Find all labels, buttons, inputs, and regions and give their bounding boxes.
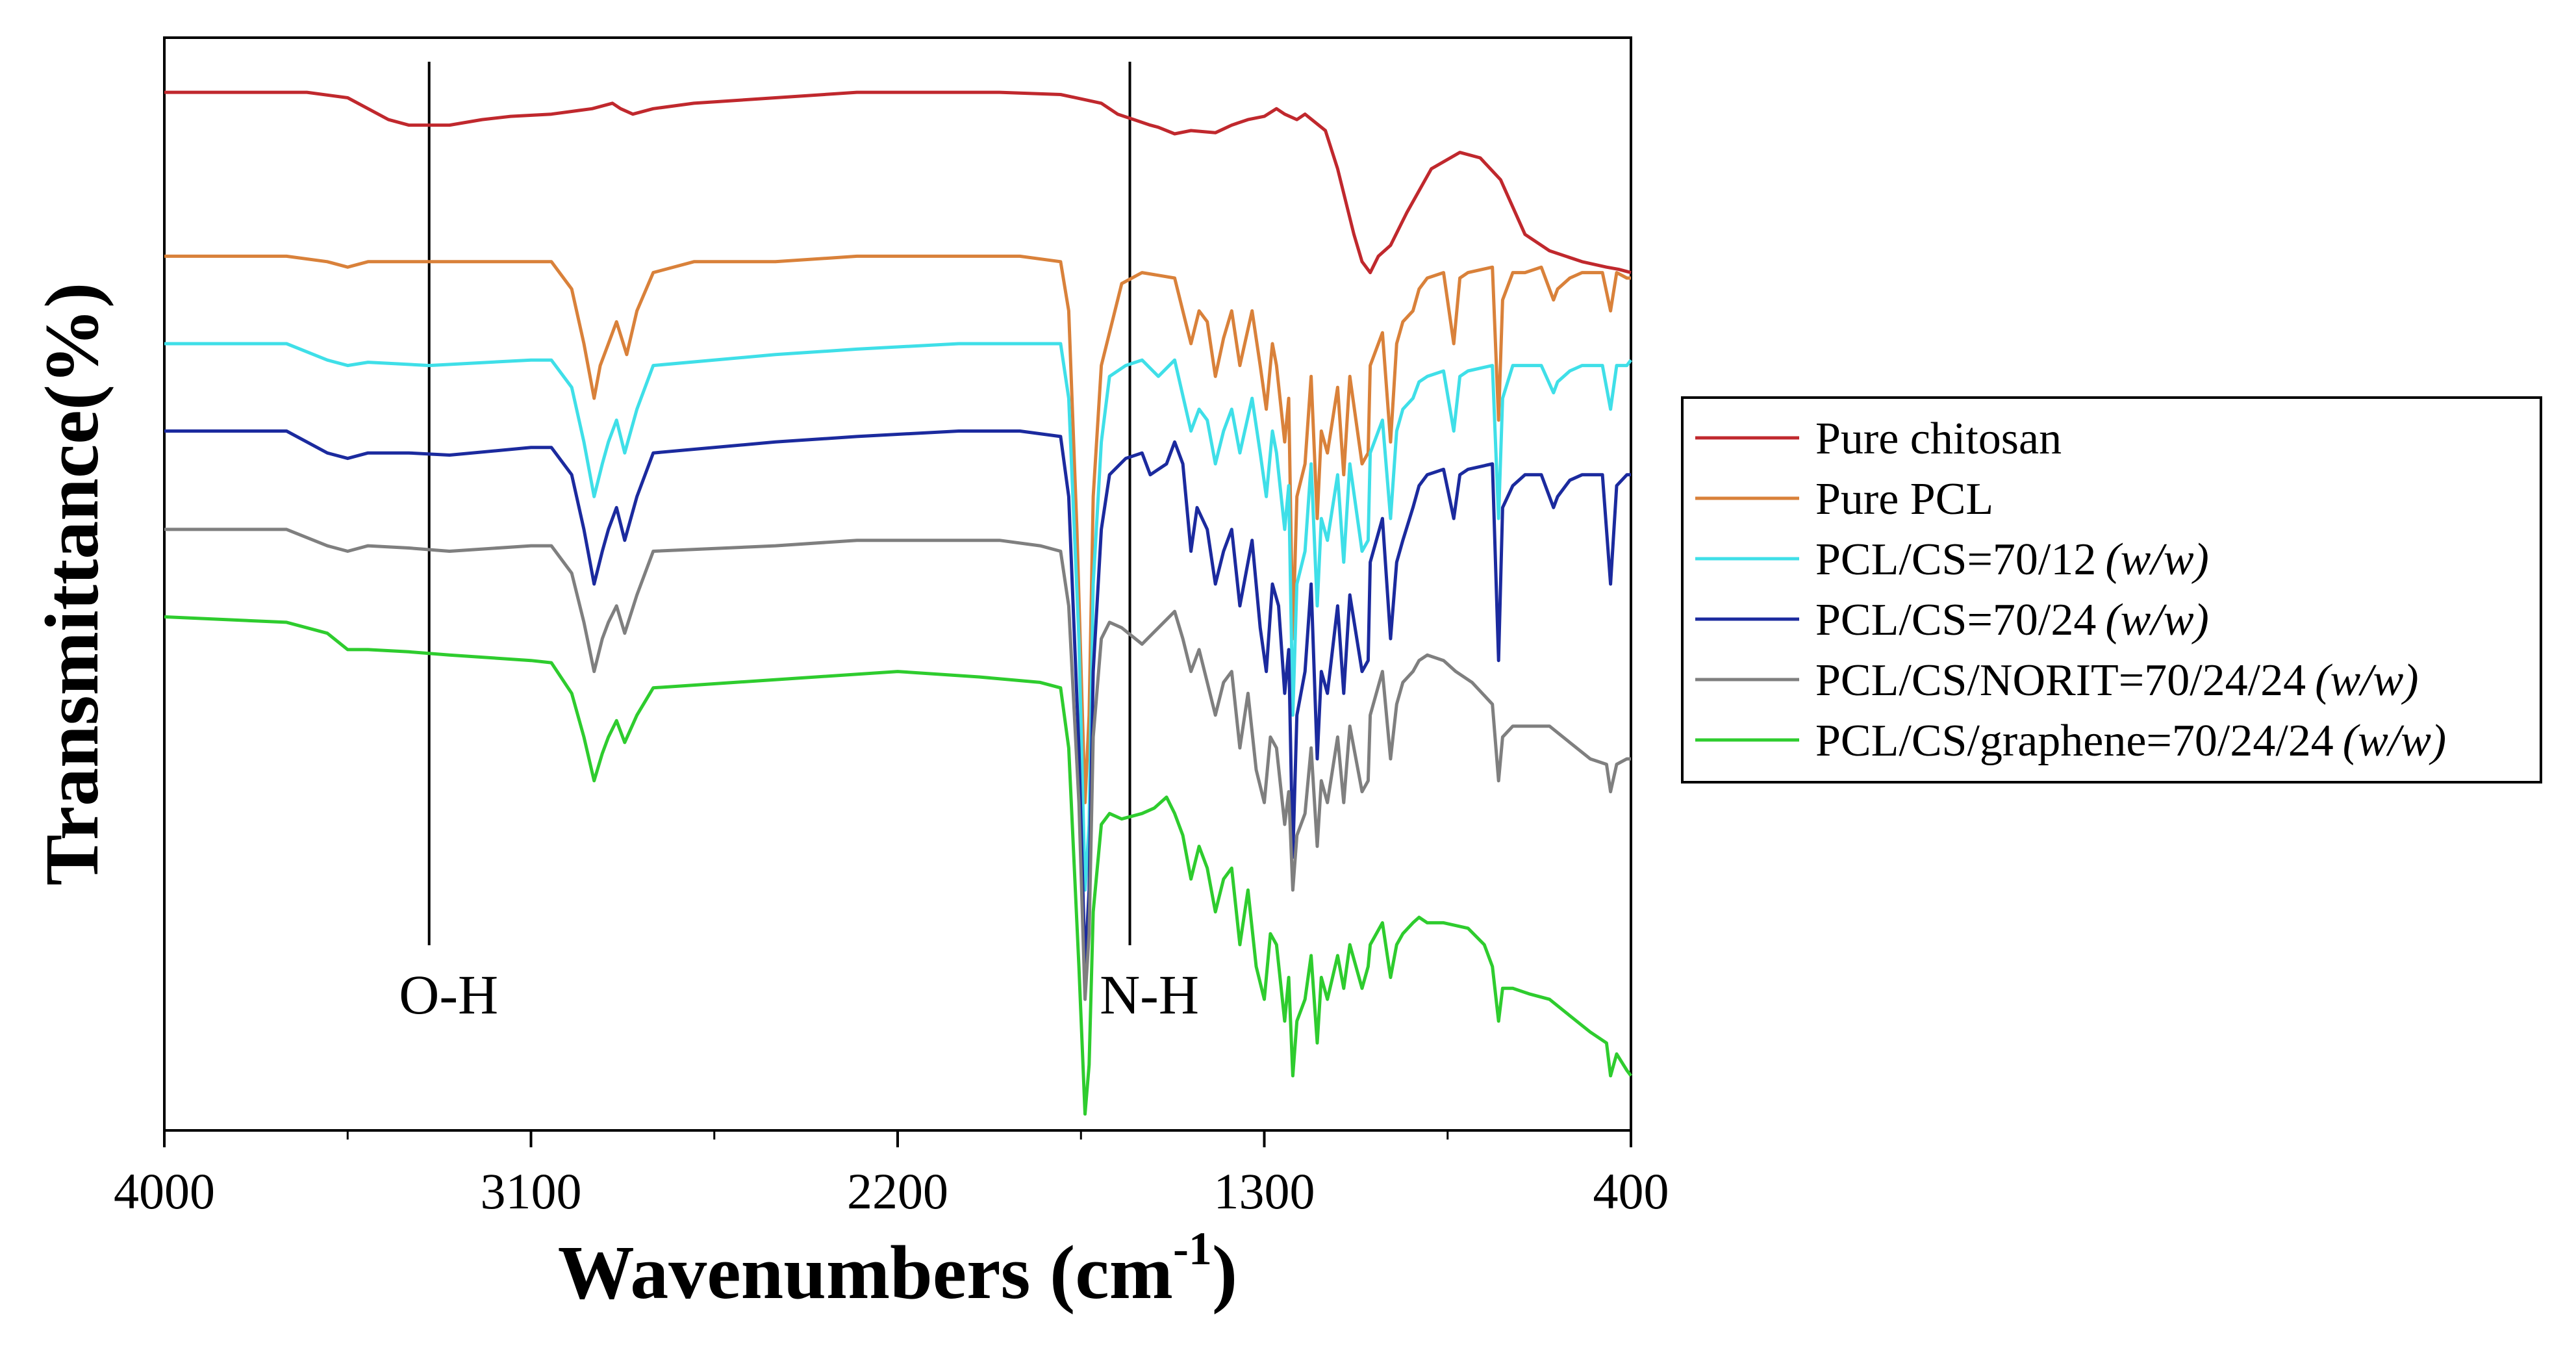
series-line-pcl-cs-70-24 [164, 429, 1631, 969]
series-line-pcl-cs-norit-70-24-24 [164, 528, 1631, 1001]
x-axis-label: Wavenumbers (cm-1) [558, 1223, 1237, 1315]
x-tick-label: 4000 [114, 1163, 215, 1219]
x-axis-label-sup: -1 [1173, 1223, 1212, 1275]
legend-label-pcl-cs-graphene-70-24-24: PCL/CS/graphene=70/24/24 (w/w) [1815, 716, 2446, 766]
series-line-pure-chitosan [164, 90, 1632, 275]
legend-suffix: (w/w) [2105, 595, 2208, 645]
x-tick-label: 2200 [847, 1163, 948, 1219]
legend-label-pcl-cs-70-12: PCL/CS=70/12 (w/w) [1815, 535, 2209, 585]
legend-suffix: (w/w) [2343, 716, 2446, 766]
legend-suffix: (w/w) [2315, 656, 2418, 706]
legend-label-pcl-cs-70-24: PCL/CS=70/24 (w/w) [1815, 595, 2209, 645]
x-axis-label-main: Wavenumbers (cm [558, 1230, 1173, 1315]
series-line-pcl-cs-70-12 [164, 342, 1632, 892]
legend-label-pcl-cs-norit-70-24-24: PCL/CS/NORIT=70/24/24 (w/w) [1815, 656, 2419, 706]
series-layer [164, 90, 1632, 1116]
x-tick-label: 400 [1593, 1163, 1669, 1219]
legend-label-pure-pcl: Pure PCL [1815, 474, 1993, 524]
legend-suffix: (w/w) [2105, 535, 2208, 585]
x-tick-label: 3100 [481, 1163, 582, 1219]
x-tick-label: 1300 [1214, 1163, 1315, 1219]
annotation-label-oh: O-H [399, 963, 498, 1026]
legend-items: Pure chitosan Pure PCL PCL/CS=70/12 (w/w) PC… [1695, 414, 2446, 766]
plot-frame [163, 36, 1632, 1132]
x-axis-label-close: ) [1212, 1230, 1237, 1315]
legend: Pure chitosan Pure PCL PCL/CS=70/12 (w/w) PC… [1681, 396, 2542, 783]
tick-layer: 4000 3100 2200 1300 400 [114, 1130, 1669, 1219]
legend-label-pure-chitosan: Pure chitosan [1815, 414, 2062, 464]
series-line-pure-pcl [164, 254, 1631, 804]
series-line-pcl-cs-graphene-70-24-24 [164, 615, 1632, 1116]
y-axis-label: Transmittance(%) [29, 283, 114, 886]
legend-box [1681, 396, 2542, 783]
annotation-layer: O-H N-H [399, 62, 1199, 1026]
annotation-label-nh: N-H [1100, 963, 1199, 1026]
